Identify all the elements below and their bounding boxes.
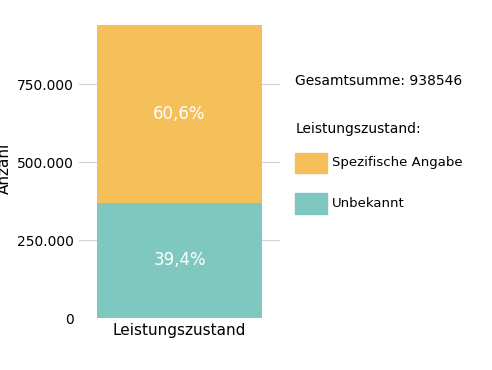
Y-axis label: Anzahl: Anzahl: [0, 143, 11, 194]
Text: Spezifische Angabe: Spezifische Angabe: [332, 156, 462, 169]
Bar: [97, 203, 262, 318]
Text: Unbekannt: Unbekannt: [332, 197, 405, 210]
Text: Gesamtsumme: 938546: Gesamtsumme: 938546: [295, 74, 462, 88]
Bar: [97, 25, 262, 203]
Text: Leistungszustand:: Leistungszustand:: [295, 122, 421, 136]
Text: 60,6%: 60,6%: [154, 105, 206, 123]
Text: 39,4%: 39,4%: [154, 252, 206, 269]
